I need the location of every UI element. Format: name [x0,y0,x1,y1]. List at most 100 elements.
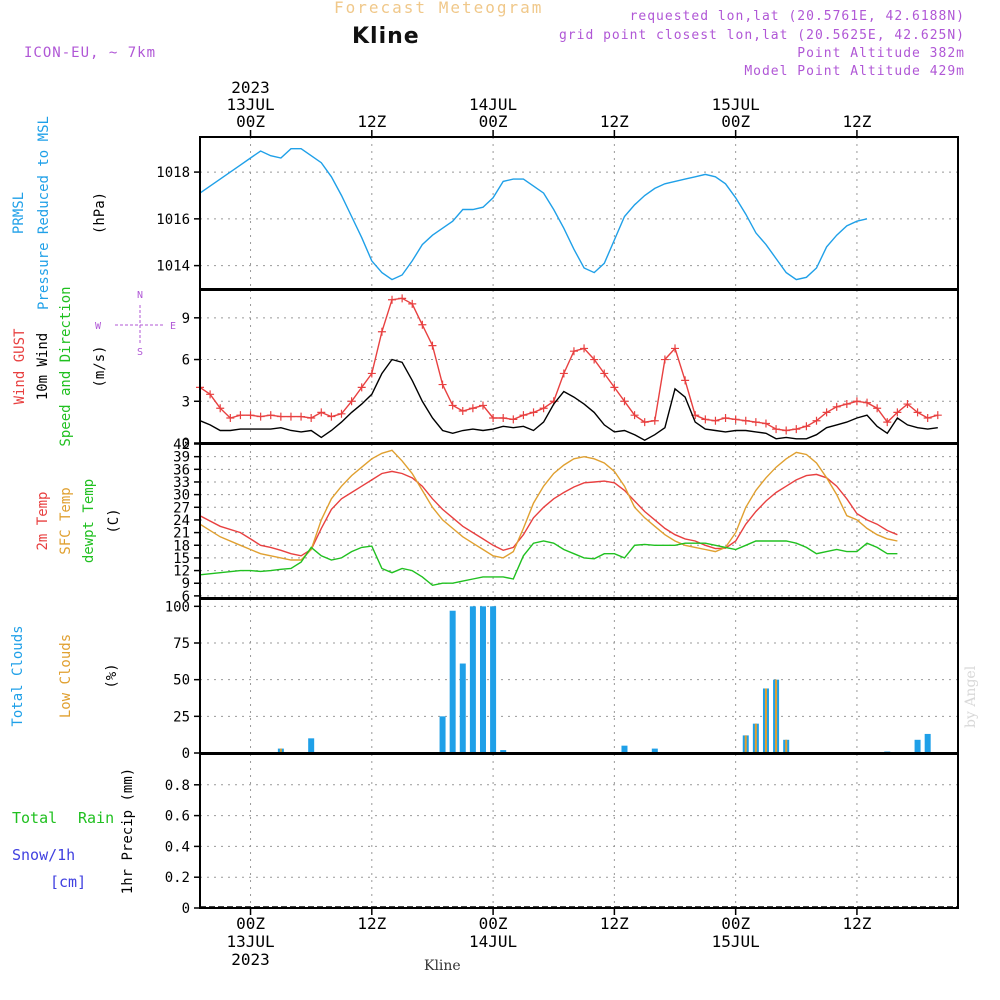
y-tick-label: 25 [173,709,190,725]
total-cloud-bar [439,716,446,753]
gust-marker [822,408,831,417]
gust-marker [509,415,518,424]
point-altitude: Point Altitude 382m [797,46,965,61]
gust-marker [671,344,680,353]
low-cloud-bar [764,688,767,753]
gust-marker [297,412,306,421]
y-tick-label: 3 [182,394,190,410]
dewpt-label: dewpt Temp [81,479,97,563]
precip-unit-label: 1hr Precip (mm) [120,768,136,894]
bottom-time-label: 00Z [721,914,750,933]
y-tick-label: 0 [182,746,190,762]
gust-marker [711,416,720,425]
gust-marker [276,412,285,421]
gust-marker [832,402,841,411]
gust-marker [539,404,548,413]
gust-marker [256,412,265,421]
total-clouds-label: Total Clouds [10,625,26,726]
gust-marker [216,404,225,413]
wind-frame [199,289,959,444]
total-precip-label: Total [12,809,57,827]
gust-marker [792,425,801,434]
pressure-unit-label: (hPa) [92,192,108,234]
low-cloud-bar [279,748,282,753]
y-tick-label: 15 [173,551,190,567]
total-cloud-bar [459,663,466,753]
wind-dir-label: Speed and Direction [58,286,74,446]
bottom-time-label: 2023 [231,950,270,969]
y-tick-label: 1018 [156,165,190,181]
gust-marker [610,383,619,392]
y-tick-label: 39 [173,450,190,466]
meteogram-title: Forecast Meteogram [334,0,544,17]
gust-marker [681,376,690,385]
gust-marker [640,418,649,427]
model-label: ICON-EU, ~ 7km [24,45,157,61]
gust-marker [782,426,791,435]
gust-marker [863,398,872,407]
y-tick-label: 42 [173,437,190,453]
gust-marker [428,341,437,350]
gust-marker [933,411,942,420]
y-tick-label: 50 [173,673,190,689]
pressure-line [199,147,868,281]
gust-marker [327,412,336,421]
y-tick-label: 6 [182,353,190,369]
compass-e: E [170,321,176,332]
low-cloud-bar [785,739,788,753]
requested-coords: requested lon,lat (20.5761E, 42.6188N) [629,9,965,24]
y-tick-label: 0.6 [165,809,190,825]
sfc-temp-line [199,449,898,561]
total-cloud-bar [621,745,628,753]
top-time-label: 00Z [479,112,508,131]
total-cloud-bar [469,606,476,753]
low-cloud-bar [754,723,757,753]
gust-marker [246,411,255,420]
top-time-label: 00Z [236,112,265,131]
compass-n: N [137,290,143,301]
y-tick-label: 0 [182,901,190,917]
snow-unit-label: [cm] [50,873,86,891]
gust-marker [317,408,326,417]
gust-marker [600,369,609,378]
bottom-time-label: 13JUL [226,932,274,951]
y-tick-label: 1016 [156,212,190,228]
footer-station: Kline [424,958,461,974]
gust-marker [590,355,599,364]
gust-marker [842,400,851,409]
gust-marker [458,407,467,416]
wind-gust-line [199,297,938,432]
y-tick-label: 0 [182,436,190,452]
gust-marker [377,327,386,336]
gust-marker [408,299,417,308]
gust-marker [388,295,397,304]
precip-panel: 0 0.2 0.4 0.6 0.8 Total Rain Snow/1h [cm] 1hr Pre… [12,753,959,917]
gust-marker [812,416,821,425]
gridpoint-coords: grid point closest lon,lat (20.5625E, 42… [558,28,965,43]
y-tick-label: 9 [182,311,190,327]
gust-marker [438,380,447,389]
gust-marker [660,355,669,364]
gust-marker [529,408,538,417]
top-time-label: 12Z [600,112,629,131]
compass-cross [115,305,165,345]
total-cloud-bar [479,606,486,753]
bottom-time-label: 00Z [479,914,508,933]
rain-label: Rain [78,809,114,827]
wind-label: 10m Wind [35,333,51,400]
gust-marker [903,400,912,409]
wind-unit-label: (m/s) [92,345,108,387]
gust-marker [772,425,781,434]
gust-marker [569,347,578,356]
gust-marker [478,401,487,410]
pressure-label: PRMSL [11,192,27,234]
clouds-unit-label: (%) [104,663,120,688]
y-tick-label: 24 [173,513,190,529]
gust-marker [751,418,760,427]
compass-w: W [95,321,102,332]
total-cloud-bar [449,610,456,753]
gust-marker [620,397,629,406]
gust-marker [398,294,407,303]
